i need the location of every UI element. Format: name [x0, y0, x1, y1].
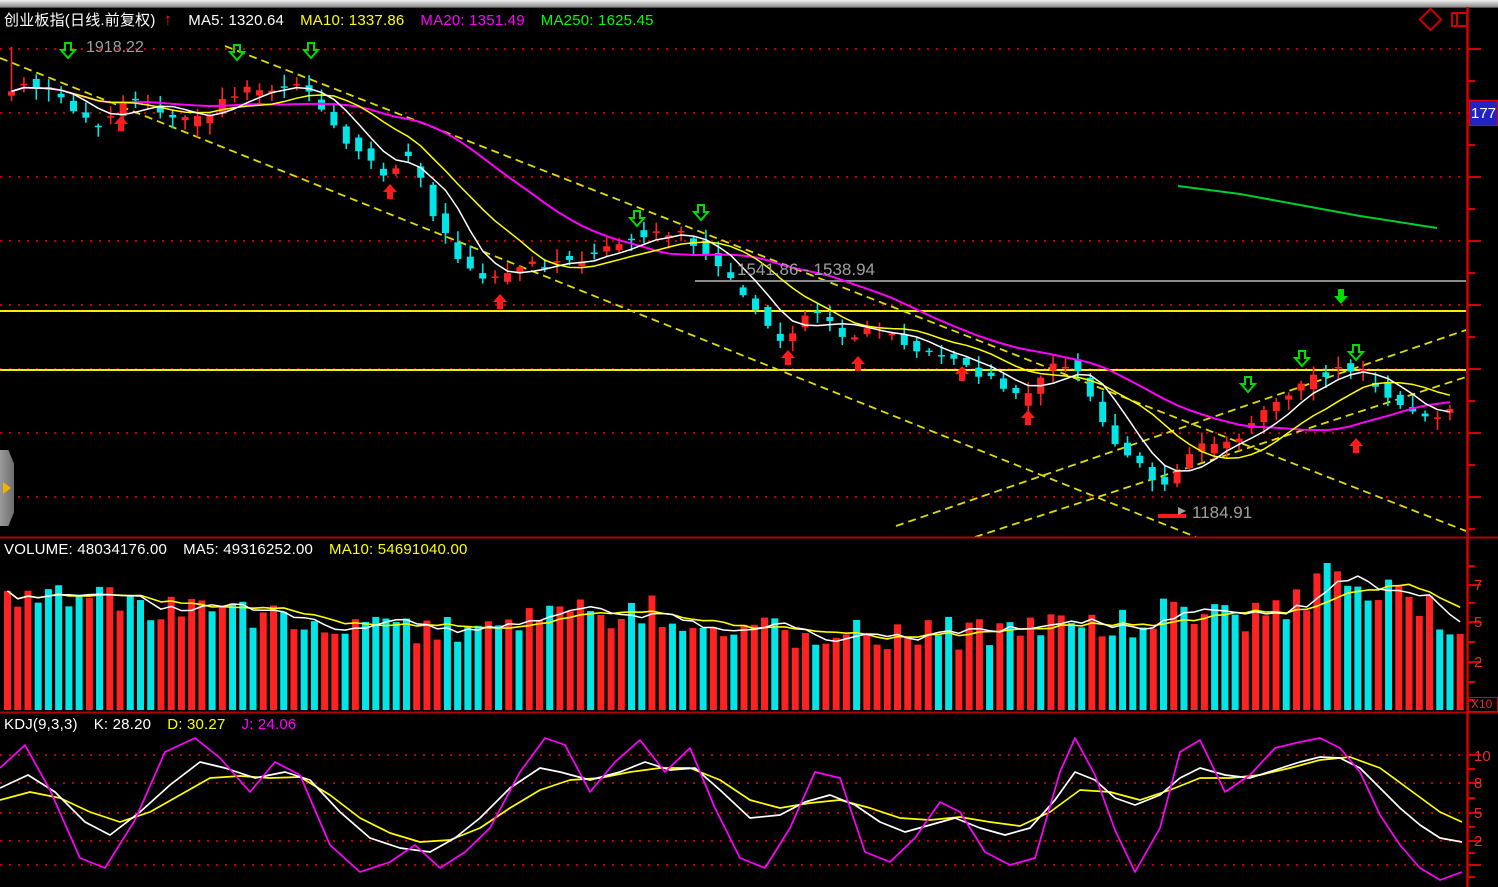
ma5-label: MA5: 1320.64: [188, 12, 285, 29]
volume-ma5-label: MA5: 49316252.00: [183, 541, 314, 558]
volume-label: VOLUME: 48034176.00: [4, 541, 168, 558]
left-drawer-handle[interactable]: [0, 450, 14, 526]
ma20-label: MA20: 1351.49: [420, 12, 525, 29]
kdj-k-label: K: 28.20: [93, 716, 152, 733]
kdj-header: KDJ(9,3,3) K: 28.20 D: 30.27 J: 24.06: [4, 716, 312, 733]
gap-range-label: 1541.86 - 1538.94: [737, 260, 876, 279]
ma10-label: MA10: 1337.86: [300, 12, 405, 29]
volume-scale-label: X10: [1468, 697, 1498, 712]
window-controls: [1418, 7, 1468, 32]
volume-ma10-label: MA10: 54691040.00: [329, 541, 468, 558]
volume-axis-label: 2: [1474, 654, 1483, 671]
volume-header: VOLUME: 48034176.00 MA5: 49316252.00 MA10:…: [4, 541, 484, 558]
kdj-d-label: D: 30.27: [167, 716, 226, 733]
volume-axis-label: 5: [1474, 614, 1483, 631]
kdj-j-label: J: 24.06: [241, 716, 297, 733]
instrument-title: 创业板指(日线.前复权): [4, 12, 156, 29]
main-chart-header: 创业板指(日线.前复权) ↑ MA5: 1320.64 MA10: 1337.86 MA…: [4, 9, 670, 30]
kdj-axis-label: 2: [1474, 833, 1483, 850]
period-low-label: 1184.91: [1192, 503, 1253, 522]
drawer-arrow-icon: [3, 482, 11, 494]
window-icon[interactable]: [1451, 12, 1468, 27]
kdj-axis-label: 10: [1474, 748, 1491, 765]
kdj-title: KDJ(9,3,3): [4, 716, 78, 733]
period-high-label: 1918.22: [86, 39, 144, 56]
volume-axis-label: 7: [1474, 577, 1483, 594]
top-strip: [0, 0, 1498, 8]
diamond-icon[interactable]: [1418, 7, 1443, 32]
ma250-label: MA250: 1625.45: [540, 12, 654, 29]
kdj-axis-label: 8: [1474, 775, 1483, 792]
up-arrow-icon: ↑: [163, 10, 173, 29]
kdj-axis-label: 5: [1474, 805, 1483, 822]
price-axis-label: 177: [1469, 100, 1498, 126]
